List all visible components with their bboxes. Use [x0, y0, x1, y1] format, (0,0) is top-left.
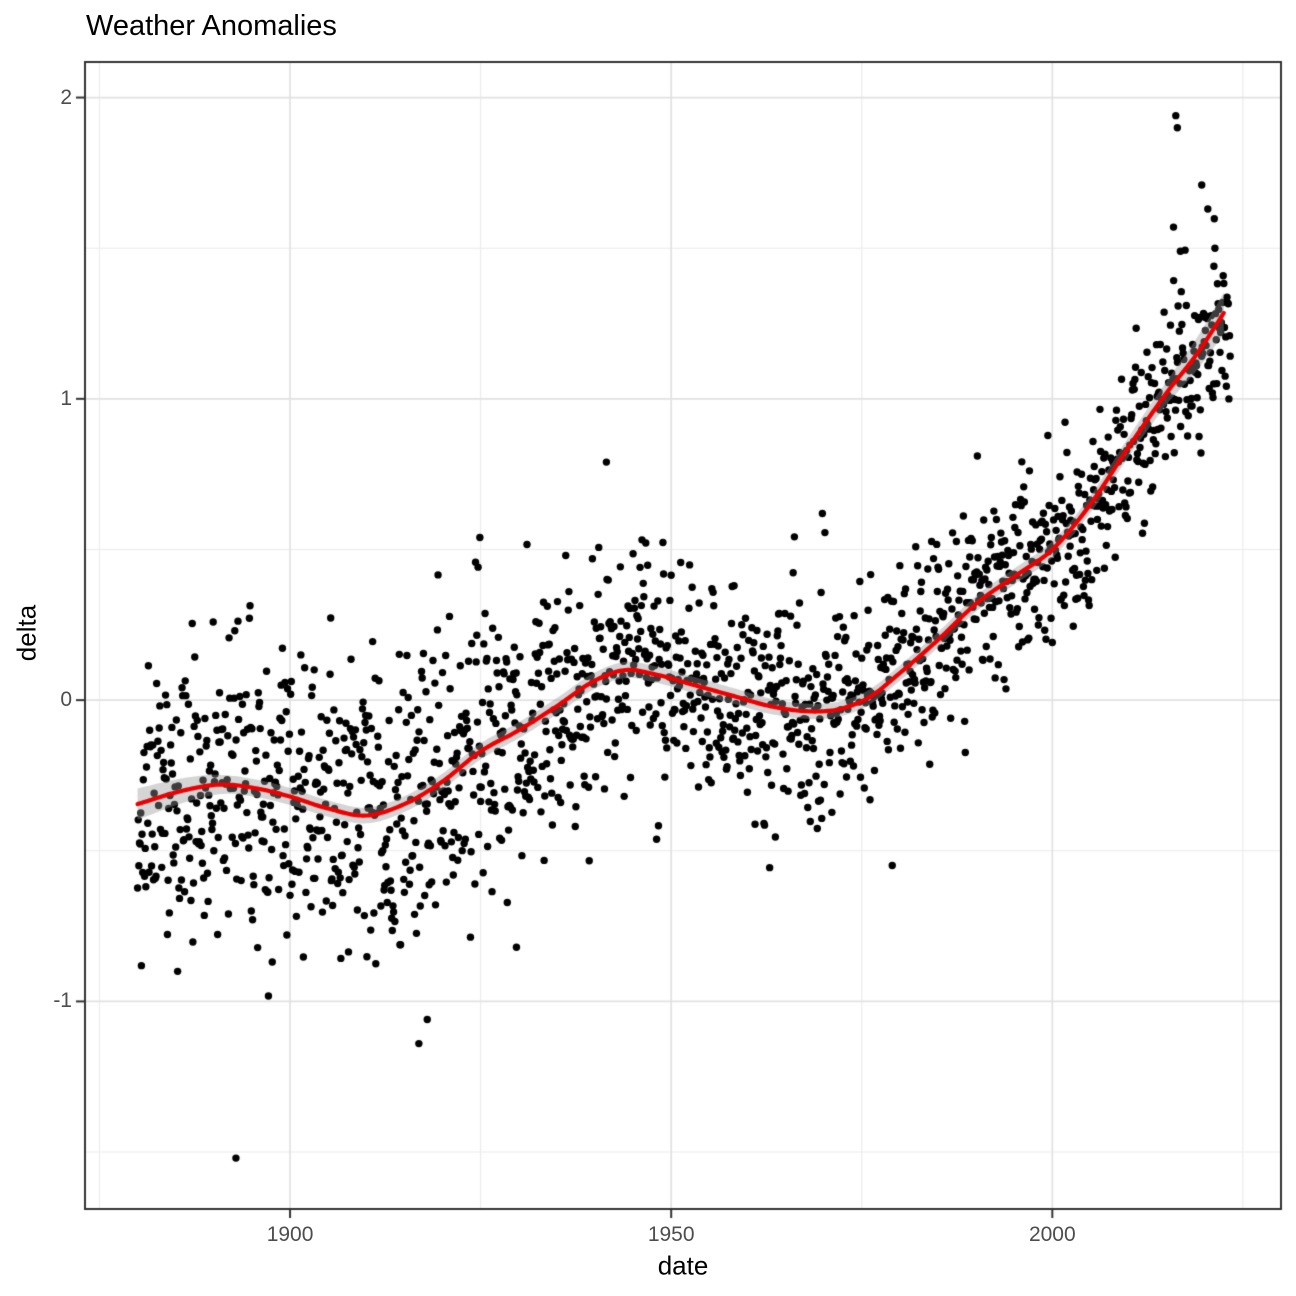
y-tick-label: 2 — [60, 85, 72, 109]
x-tick-label: 1900 — [266, 1223, 314, 1246]
chart-title: Weather Anomalies — [86, 10, 337, 42]
x-tick-label: 2000 — [1028, 1223, 1076, 1246]
x-tick-label: 1950 — [647, 1223, 695, 1246]
y-tick-label: 0 — [60, 688, 72, 712]
x-axis-title: date — [657, 1250, 709, 1281]
y-tick-label: 1 — [60, 386, 72, 410]
y-axis-title: delta — [11, 604, 42, 662]
y-tick-label: -1 — [53, 989, 72, 1013]
